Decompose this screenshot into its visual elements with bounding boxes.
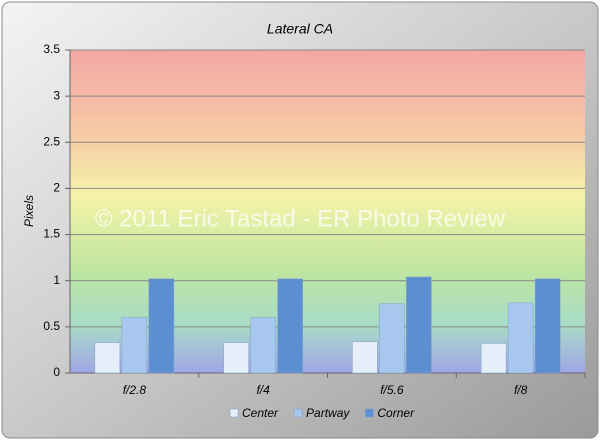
y-tick-label: 2.5 xyxy=(43,134,60,148)
bar xyxy=(507,302,534,374)
y-tick-label: 0.5 xyxy=(43,319,60,333)
bar xyxy=(406,276,432,374)
bar xyxy=(352,341,378,374)
legend-label: Partway xyxy=(306,406,350,420)
bar xyxy=(250,317,276,374)
y-tick-label: 2 xyxy=(53,181,60,195)
bar xyxy=(148,278,175,374)
y-tick-label: 3 xyxy=(53,88,60,102)
bar xyxy=(277,278,303,374)
y-tick-label: 0 xyxy=(53,365,60,379)
watermark: © 2011 Eric Tastad - ER Photo Review xyxy=(95,205,506,232)
x-tick-label: f/2.8 xyxy=(123,383,147,397)
x-tick-label: f/8 xyxy=(514,383,528,397)
legend-label: Corner xyxy=(377,406,415,420)
y-tick-label: 1.5 xyxy=(43,227,60,241)
y-tick-label: 1 xyxy=(53,273,60,287)
legend-label: Center xyxy=(242,406,279,420)
y-tick-label: 3.5 xyxy=(43,42,60,56)
bar xyxy=(223,342,249,374)
bar xyxy=(121,317,148,374)
chart-title: Lateral CA xyxy=(267,21,333,37)
bar xyxy=(480,343,507,374)
legend-swatch xyxy=(293,408,303,418)
legend-swatch xyxy=(229,408,239,418)
x-tick-label: f/4 xyxy=(256,383,270,397)
x-tick-label: f/5.6 xyxy=(380,383,404,397)
legend-swatch xyxy=(365,408,374,418)
bar xyxy=(379,303,405,374)
y-axis-label: Pixels xyxy=(22,195,36,227)
bar xyxy=(94,342,121,374)
bar xyxy=(534,278,561,374)
